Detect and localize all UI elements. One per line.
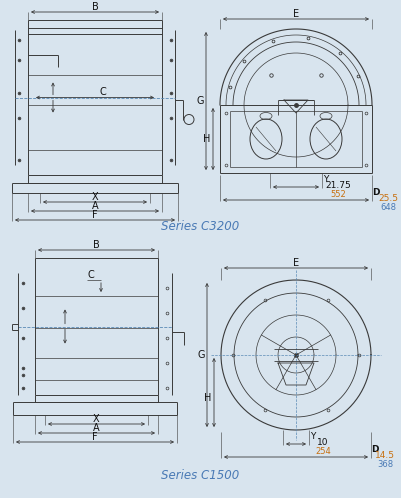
Text: Series C3200: Series C3200 bbox=[161, 220, 239, 233]
Text: A: A bbox=[93, 423, 100, 433]
Text: B: B bbox=[91, 2, 98, 12]
Text: 14.5: 14.5 bbox=[375, 451, 395, 460]
Text: E: E bbox=[293, 258, 299, 268]
Text: F: F bbox=[92, 432, 98, 442]
Text: C: C bbox=[88, 270, 94, 280]
Text: E: E bbox=[293, 9, 299, 19]
Text: 368: 368 bbox=[377, 460, 393, 469]
Text: D: D bbox=[372, 188, 380, 197]
Text: 254: 254 bbox=[315, 447, 331, 456]
Text: 25.5: 25.5 bbox=[378, 194, 398, 203]
Text: 10: 10 bbox=[317, 438, 329, 447]
Text: H: H bbox=[203, 134, 211, 144]
Text: 648: 648 bbox=[380, 203, 396, 212]
Text: Y: Y bbox=[323, 174, 329, 183]
Text: B: B bbox=[93, 240, 100, 250]
Text: G: G bbox=[197, 350, 205, 360]
Text: D: D bbox=[371, 445, 379, 454]
Text: G: G bbox=[196, 96, 204, 106]
Text: 21.75: 21.75 bbox=[325, 180, 351, 190]
Text: Y: Y bbox=[310, 431, 316, 441]
Text: X: X bbox=[92, 192, 98, 202]
Text: A: A bbox=[92, 201, 98, 211]
Text: C: C bbox=[99, 87, 106, 97]
Text: X: X bbox=[93, 414, 100, 424]
Text: Series C1500: Series C1500 bbox=[161, 469, 239, 482]
Text: F: F bbox=[92, 210, 98, 220]
Text: 552: 552 bbox=[330, 190, 346, 199]
Text: H: H bbox=[205, 392, 212, 402]
